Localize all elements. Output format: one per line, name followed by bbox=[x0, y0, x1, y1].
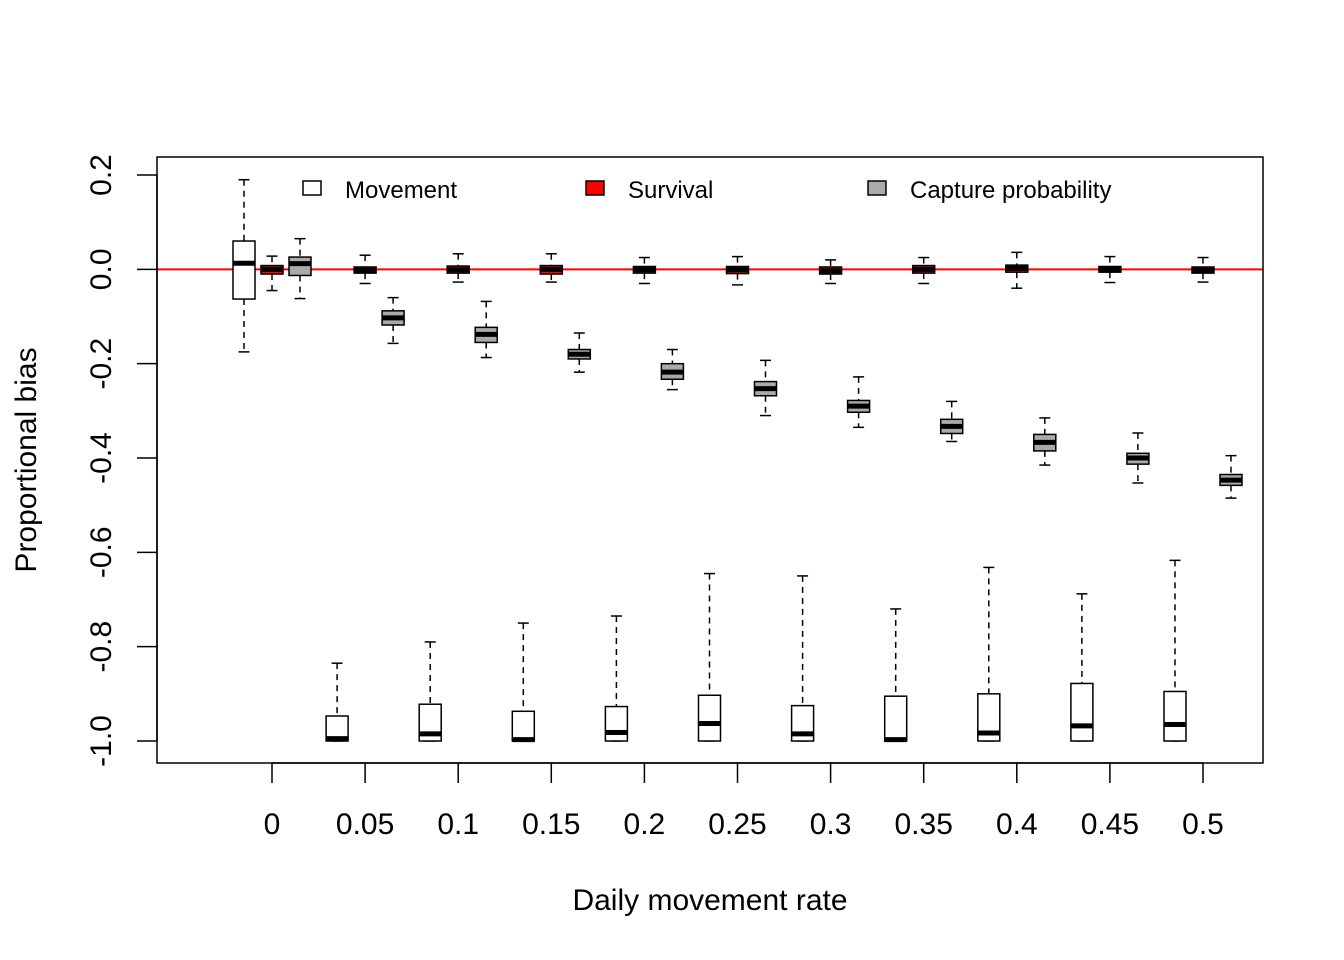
box-survival-0.5 bbox=[1191, 256, 1215, 283]
x-tick-label: 0 bbox=[264, 808, 281, 841]
x-tick-label: 0.3 bbox=[810, 808, 852, 841]
y-tick-label: -1.0 bbox=[85, 715, 118, 767]
box-body bbox=[883, 695, 908, 742]
y-axis-label: Proportional bias bbox=[10, 347, 43, 572]
x-tick-label: 0.15 bbox=[522, 808, 580, 841]
box-movement-0.2 bbox=[604, 615, 629, 742]
box-survival-0.45 bbox=[1098, 255, 1122, 284]
y-tick-label: 0.0 bbox=[85, 248, 118, 290]
x-tick-label: 0.25 bbox=[708, 808, 766, 841]
box-survival-0.15 bbox=[539, 253, 564, 283]
x-tick-label: 0.4 bbox=[996, 808, 1038, 841]
box-movement-0.35 bbox=[883, 608, 908, 743]
y-axis: -1.0 -0.8 -0.6 -0.4 -0.2 0.0 0.2 bbox=[85, 154, 158, 767]
x-axis-label: Daily movement rate bbox=[572, 884, 847, 917]
box-capture-probability-0.45 bbox=[1126, 432, 1150, 484]
box-survival-0 bbox=[260, 255, 284, 292]
box-body bbox=[1163, 690, 1187, 742]
box-layer bbox=[232, 178, 1243, 743]
legend-item-survival: Survival bbox=[585, 177, 713, 204]
box-movement-0 bbox=[232, 178, 256, 353]
box-body bbox=[604, 705, 629, 742]
box-body bbox=[511, 710, 536, 742]
box-capture-probability-0.1 bbox=[474, 300, 498, 359]
legend-label: Survival bbox=[628, 177, 713, 204]
box-capture-probability-0.5 bbox=[1219, 454, 1243, 499]
legend-label: Capture probability bbox=[910, 177, 1111, 204]
box-movement-0.05 bbox=[325, 662, 349, 742]
box-capture-probability-0 bbox=[288, 237, 312, 300]
y-tick-label: -0.2 bbox=[85, 338, 118, 390]
box-capture-probability-0.05 bbox=[381, 296, 405, 345]
box-body bbox=[232, 240, 256, 300]
plot-frame bbox=[156, 156, 1264, 764]
x-tick-label: 0.5 bbox=[1182, 808, 1224, 841]
y-tick-label: 0.2 bbox=[85, 154, 118, 196]
box-survival-0.2 bbox=[632, 256, 657, 285]
y-tick-label: -0.4 bbox=[85, 432, 118, 484]
box-survival-0.25 bbox=[725, 255, 750, 286]
x-tick-label: 0.45 bbox=[1081, 808, 1139, 841]
box-capture-probability-0.25 bbox=[753, 359, 778, 417]
box-capture-probability-0.3 bbox=[846, 376, 871, 429]
box-body bbox=[1070, 682, 1094, 742]
box-body bbox=[977, 693, 1001, 742]
x-tick-label: 0.2 bbox=[624, 808, 666, 841]
y-tick-label: -0.8 bbox=[85, 621, 118, 673]
box-movement-0.3 bbox=[790, 575, 815, 742]
box-survival-0.4 bbox=[1005, 251, 1029, 289]
box-movement-0.1 bbox=[418, 641, 442, 742]
x-tick-label: 0.35 bbox=[895, 808, 953, 841]
box-movement-0.5 bbox=[1163, 559, 1187, 742]
box-movement-0.4 bbox=[977, 566, 1001, 742]
legend-label: Movement bbox=[345, 177, 457, 204]
legend-swatch bbox=[585, 180, 605, 196]
box-body bbox=[288, 256, 312, 277]
box-movement-0.25 bbox=[697, 572, 722, 742]
legend-item-movement: Movement bbox=[302, 177, 457, 204]
x-tick-label: 0.1 bbox=[437, 808, 479, 841]
box-survival-0.05 bbox=[353, 254, 377, 285]
y-tick-label: -0.6 bbox=[85, 526, 118, 578]
x-axis: 0 0.05 0.1 0.15 0.2 0.25 0.3 0.35 0.4 0.45 0.5 bbox=[264, 762, 1224, 841]
box-survival-0.1 bbox=[446, 253, 470, 283]
box-body bbox=[697, 694, 722, 742]
box-capture-probability-0.4 bbox=[1033, 417, 1057, 466]
box-capture-probability-0.15 bbox=[567, 332, 592, 373]
box-movement-0.45 bbox=[1070, 593, 1094, 742]
box-capture-probability-0.2 bbox=[660, 348, 685, 391]
legend-swatch bbox=[867, 180, 887, 196]
box-survival-0.35 bbox=[911, 256, 936, 285]
box-capture-probability-0.35 bbox=[939, 400, 964, 443]
legend-item-capture-probability: Capture probability bbox=[867, 177, 1111, 204]
legend-swatch bbox=[302, 180, 322, 196]
box-movement-0.15 bbox=[511, 622, 536, 743]
legend: Movement Survival Capture probability bbox=[302, 177, 1111, 204]
x-tick-label: 0.05 bbox=[336, 808, 394, 841]
box-survival-0.3 bbox=[818, 259, 843, 285]
